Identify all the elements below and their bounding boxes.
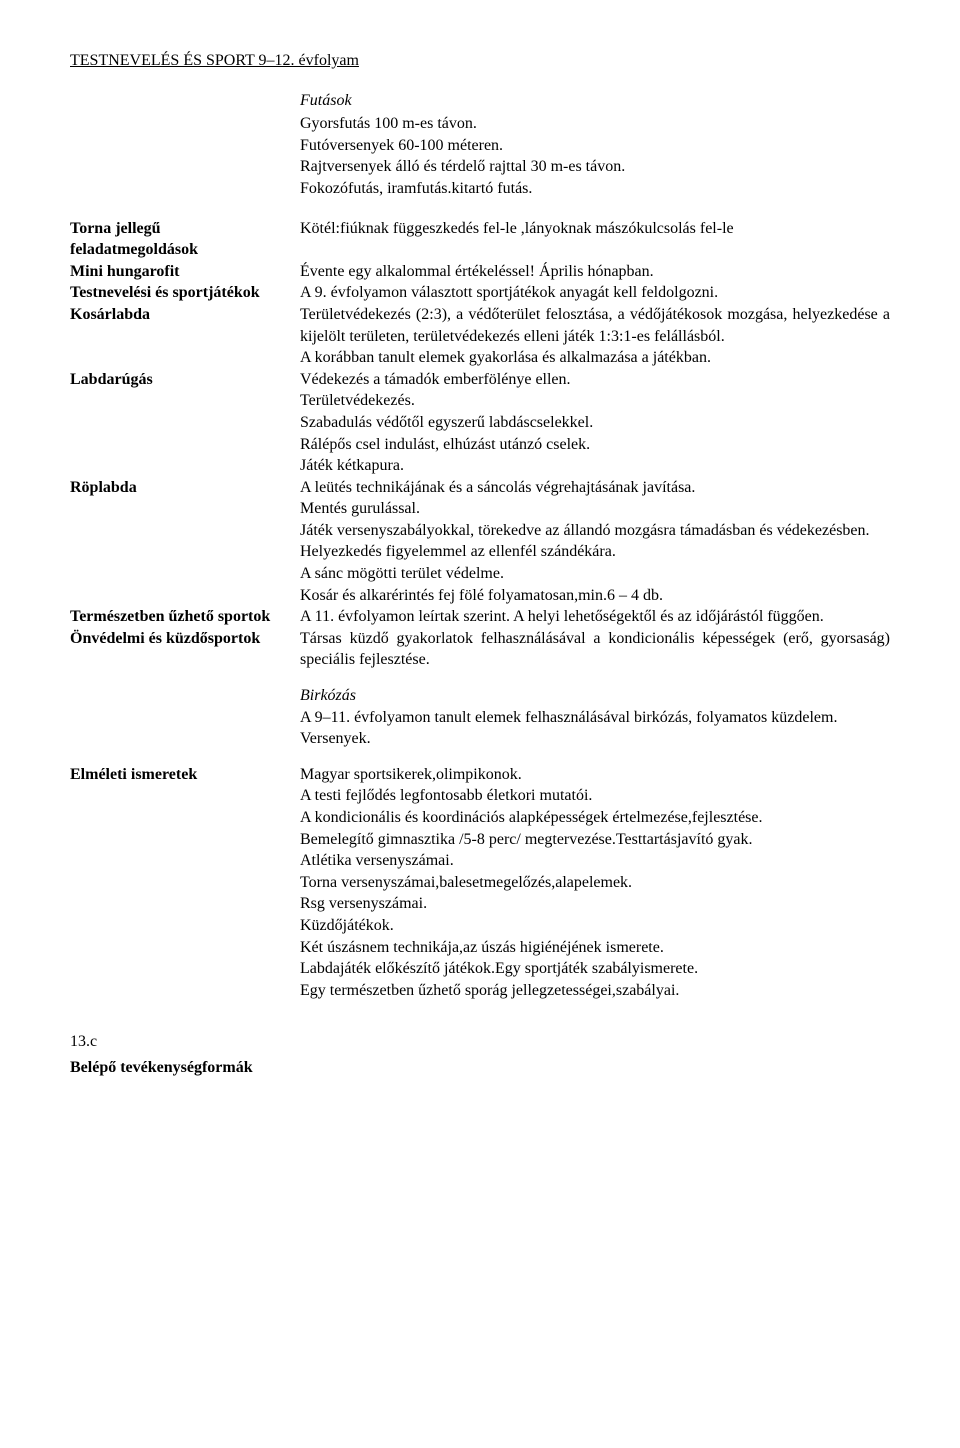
text-torna: Kötél:fiúknak függeszkedés fel-le ,lányo…	[300, 218, 890, 240]
row-kosar: Kosárlabda Területvédekezés (2:3), a véd…	[70, 304, 890, 369]
elmeleti-line: Torna versenyszámai,balesetmegelőzés,ala…	[300, 872, 890, 894]
labdarugas-line: Szabadulás védőtől egyszerű labdáscselek…	[300, 412, 890, 434]
row-onvedelmi: Önvédelmi és küzdősportok Társas küzdő g…	[70, 628, 890, 671]
elmeleti-line: Két úszásnem technikája,az úszás higiéné…	[300, 937, 890, 959]
row-elmeleti: Elméleti ismeretek Magyar sportsikerek,o…	[70, 764, 890, 1002]
label-labdarugas: Labdarúgás	[70, 369, 300, 391]
elmeleti-line: Magyar sportsikerek,olimpikonok.	[300, 764, 890, 786]
text-testnev: A 9. évfolyamon választott sportjátékok …	[300, 282, 890, 304]
labdarugas-line: Játék kétkapura.	[300, 455, 890, 477]
roplabda-line: Kosár és alkarérintés fej fölé folyamato…	[300, 585, 890, 607]
birkozas-block: Birkózás A 9–11. évfolyamon tanult eleme…	[300, 685, 890, 750]
labdarugas-line: Rálépős csel indulást, elhúzást utánzó c…	[300, 434, 890, 456]
elmeleti-line: A kondicionális és koordinációs alapképe…	[300, 807, 890, 829]
label-kosar: Kosárlabda	[70, 304, 300, 326]
label-testnev: Testnevelési és sportjátékok	[70, 282, 300, 304]
text-onvedelmi: Társas küzdő gyakorlatok felhasználásáva…	[300, 628, 890, 671]
birkozas-title: Birkózás	[300, 685, 890, 707]
labdarugas-line: Védekezés a támadók emberfölénye ellen.	[300, 369, 890, 391]
elmeleti-line: A testi fejlődés legfontosabb életkori m…	[300, 785, 890, 807]
page-header: TESTNEVELÉS ÉS SPORT 9–12. évfolyam	[70, 50, 890, 72]
elmeleti-line: Atlétika versenyszámai.	[300, 850, 890, 872]
birkozas-line: A 9–11. évfolyamon tanult elemek felhasz…	[300, 707, 890, 729]
row-testnev: Testnevelési és sportjátékok A 9. évfoly…	[70, 282, 890, 304]
row-termeszet: Természetben űzhető sportok A 11. évfoly…	[70, 606, 890, 628]
kosar-p1: Területvédekezés (2:3), a védőterület fe…	[300, 304, 890, 347]
futasok-line: Gyorsfutás 100 m-es távon.	[300, 113, 890, 135]
labdarugas-line: Területvédekezés.	[300, 390, 890, 412]
elmeleti-line: Bemelegítő gimnasztika /5-8 perc/ megter…	[300, 829, 890, 851]
kosar-p2: A korábban tanult elemek gyakorlása és a…	[300, 347, 890, 369]
roplabda-line: Helyezkedés figyelemmel az ellenfél szán…	[300, 541, 890, 563]
elmeleti-line: Labdajáték előkészítő játékok.Egy sportj…	[300, 958, 890, 980]
futasok-line: Fokozófutás, iramfutás.kitartó futás.	[300, 178, 890, 200]
label-roplabda: Röplabda	[70, 477, 300, 499]
roplabda-line: Mentés gurulással.	[300, 498, 890, 520]
elmeleti-line: Küzdőjátékok.	[300, 915, 890, 937]
roplabda-line: A sánc mögötti terület védelme.	[300, 563, 890, 585]
futasok-block: Gyorsfutás 100 m-es távon. Futóversenyek…	[300, 113, 890, 199]
footer-label: Belépő tevékenységformák	[70, 1057, 890, 1079]
label-elmeleti: Elméleti ismeretek	[70, 764, 300, 786]
label-termeszet: Természetben űzhető sportok	[70, 606, 300, 628]
page-number: 13.c	[70, 1031, 890, 1053]
text-mini: Évente egy alkalommal értékeléssel! Ápri…	[300, 261, 890, 283]
row-mini: Mini hungarofit Évente egy alkalommal ér…	[70, 261, 890, 283]
roplabda-line: Játék versenyszabályokkal, törekedve az …	[300, 520, 890, 542]
elmeleti-line: Egy természetben űzhető sporág jellegzet…	[300, 980, 890, 1002]
birkozas-line: Versenyek.	[300, 728, 890, 750]
futasok-line: Rajtversenyek álló és térdelő rajttal 30…	[300, 156, 890, 178]
label-onvedelmi: Önvédelmi és küzdősportok	[70, 628, 300, 650]
elmeleti-line: Rsg versenyszámai.	[300, 893, 890, 915]
row-torna: Torna jellegű feladatmegoldások Kötél:fi…	[70, 218, 890, 261]
futasok-line: Futóversenyek 60-100 méteren.	[300, 135, 890, 157]
label-mini: Mini hungarofit	[70, 261, 300, 283]
row-labdarugas: Labdarúgás Védekezés a támadók emberfölé…	[70, 369, 890, 477]
row-roplabda: Röplabda A leütés technikájának és a sán…	[70, 477, 890, 607]
roplabda-line: A leütés technikájának és a sáncolás vég…	[300, 477, 890, 499]
label-torna: Torna jellegű feladatmegoldások	[70, 218, 300, 261]
text-termeszet: A 11. évfolyamon leírtak szerint. A hely…	[300, 606, 890, 628]
futasok-title: Futások	[300, 90, 890, 112]
